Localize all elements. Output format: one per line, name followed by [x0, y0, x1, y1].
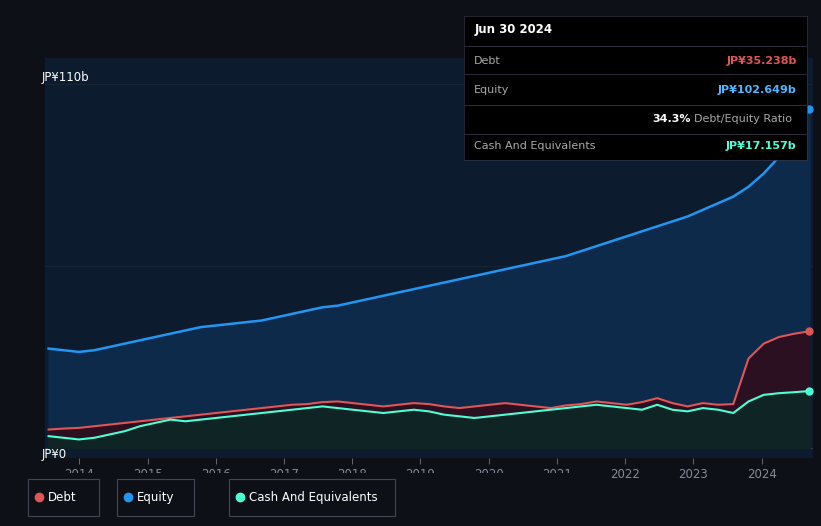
- Text: JP¥17.157b: JP¥17.157b: [726, 141, 796, 151]
- Text: Equity: Equity: [136, 491, 174, 503]
- Text: 34.3%: 34.3%: [653, 114, 691, 124]
- Text: Equity: Equity: [475, 85, 510, 95]
- Text: Debt: Debt: [48, 491, 76, 503]
- Text: JP¥110b: JP¥110b: [41, 72, 89, 84]
- Text: Debt/Equity Ratio: Debt/Equity Ratio: [694, 114, 791, 124]
- Text: Jun 30 2024: Jun 30 2024: [475, 23, 553, 36]
- Text: JP¥0: JP¥0: [41, 448, 67, 461]
- Text: Debt: Debt: [475, 56, 501, 66]
- Text: JP¥102.649b: JP¥102.649b: [718, 85, 796, 95]
- Text: Cash And Equivalents: Cash And Equivalents: [249, 491, 378, 503]
- Text: Cash And Equivalents: Cash And Equivalents: [475, 141, 596, 151]
- Text: JP¥35.238b: JP¥35.238b: [727, 56, 796, 66]
